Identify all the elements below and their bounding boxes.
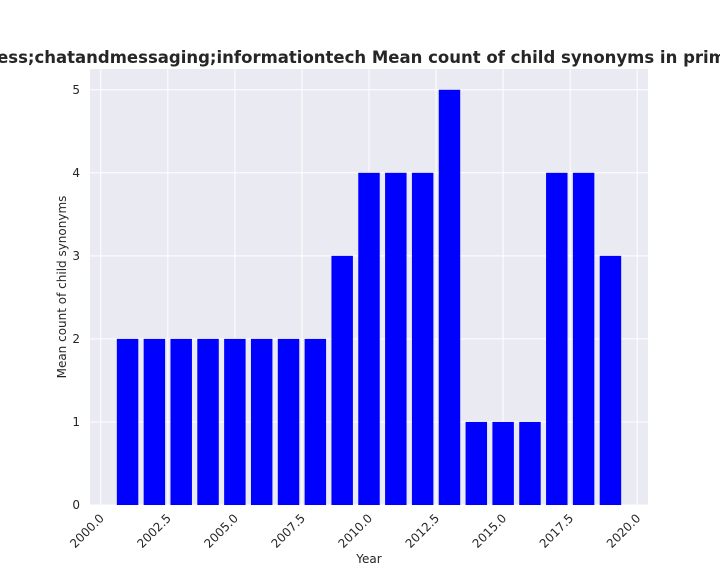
x-tick-label: 2012.5 <box>403 511 443 551</box>
x-tick-label: 2020.0 <box>604 511 644 551</box>
x-tick-label: 2002.5 <box>134 511 174 551</box>
bar-2011 <box>385 172 407 506</box>
bar-2007 <box>277 338 300 505</box>
bar-2005 <box>224 338 246 505</box>
bar-2018 <box>572 172 595 506</box>
bar-2017 <box>546 172 568 506</box>
y-axis-label: Mean count of child synonyms <box>55 196 69 379</box>
x-axis-label: Year <box>355 552 381 566</box>
bar-2003 <box>170 338 192 505</box>
y-tick-label: 3 <box>72 249 80 263</box>
bar-2012 <box>411 172 434 506</box>
bar-2006 <box>250 338 273 505</box>
chart-title: Mean count of child synonyms in primary … <box>0 48 720 67</box>
x-tick-label: 2000.0 <box>67 511 107 551</box>
x-axis-ticks: 2000.0 2002.5 2005.0 2007.5 2010.0 2012.5 2015… <box>67 511 643 551</box>
y-tick-label: 0 <box>72 498 80 512</box>
bar-2015 <box>492 421 514 505</box>
x-tick-label: 2015.0 <box>470 511 510 551</box>
y-tick-label: 4 <box>72 166 80 180</box>
x-tick-label: 2017.5 <box>537 511 577 551</box>
x-tick-label: 2007.5 <box>268 511 308 551</box>
y-tick-label: 2 <box>72 332 80 346</box>
bars <box>116 89 622 506</box>
bar-2009 <box>331 255 353 505</box>
bar-2001 <box>116 338 139 505</box>
x-tick-label: 2005.0 <box>201 511 241 551</box>
bar-2004 <box>197 338 219 505</box>
y-tick-label: 1 <box>72 415 80 429</box>
bar-2019 <box>599 255 622 505</box>
bar-2014 <box>465 421 488 505</box>
x-tick-label: 2010.0 <box>336 511 376 551</box>
bar-2016 <box>519 421 541 505</box>
bar-2002 <box>143 338 166 505</box>
bar-2010 <box>358 172 380 506</box>
y-axis-ticks: 0 1 2 3 4 5 <box>72 83 80 512</box>
bar-2013 <box>438 89 461 505</box>
y-tick-label: 5 <box>72 83 80 97</box>
bar-2008 <box>304 338 327 505</box>
